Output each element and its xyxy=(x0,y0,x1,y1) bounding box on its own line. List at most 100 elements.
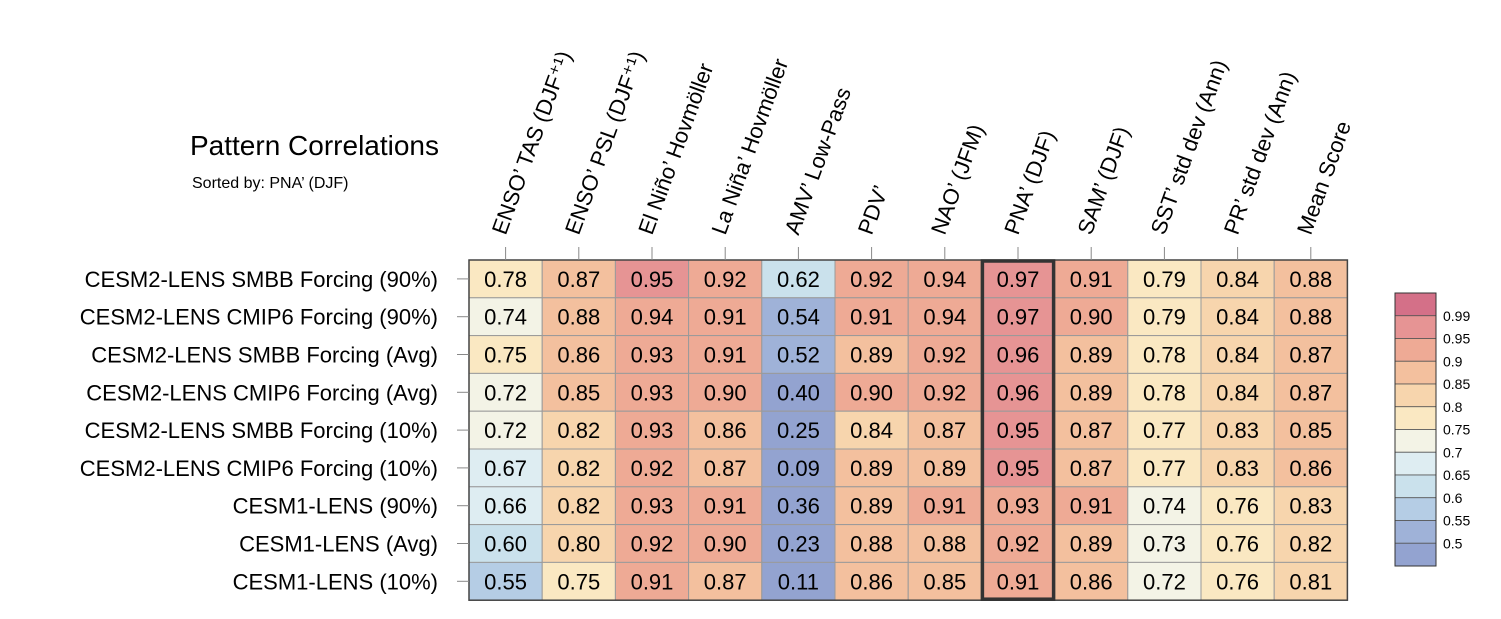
column-label: SAM’ (DJF) xyxy=(1072,123,1134,238)
cell-value-label: 0.83 xyxy=(1216,418,1259,443)
cell-value-label: 0.40 xyxy=(777,380,820,405)
cell-value-label: 0.92 xyxy=(850,267,893,292)
cell-value-label: 0.91 xyxy=(1070,267,1113,292)
cell-value-label: 0.96 xyxy=(997,343,1040,368)
heatmap-cell xyxy=(614,410,690,450)
cell-value-label: 0.79 xyxy=(1143,267,1186,292)
row-label: CESM2-LENS CMIP6 Forcing (10%) xyxy=(80,456,438,481)
cell-value-label: 0.76 xyxy=(1216,569,1259,594)
cell-value-label: 0.78 xyxy=(1143,380,1186,405)
heatmap-cell xyxy=(980,561,1056,601)
cell-value-label: 0.87 xyxy=(704,456,747,481)
cell-value-label: 0.87 xyxy=(704,569,747,594)
cell-value-label: 0.86 xyxy=(704,418,747,443)
highlight-column-box xyxy=(980,259,1056,601)
heatmap-cell xyxy=(541,335,616,374)
cell-value-label: 0.86 xyxy=(850,569,893,594)
cell-value-label: 0.92 xyxy=(704,267,747,292)
cell-value-label: 0.87 xyxy=(557,267,600,292)
cell-value-label: 0.25 xyxy=(777,418,820,443)
cell-value-label: 0.67 xyxy=(484,456,527,481)
colorbar-tick-label: 0.8 xyxy=(1443,399,1463,415)
cell-value-label: 0.89 xyxy=(850,456,893,481)
colorbar-tick-label: 0.7 xyxy=(1443,444,1463,460)
heatmap-cell xyxy=(1273,524,1348,563)
cell-value-label: 0.66 xyxy=(484,494,527,519)
cell-value-label: 0.72 xyxy=(1143,569,1186,594)
cell-value-label: 0.75 xyxy=(484,343,527,368)
cell-value-label: 0.93 xyxy=(631,418,674,443)
heatmap-cell xyxy=(688,524,763,563)
colorbar-swatch xyxy=(1394,406,1437,430)
colorbar-tick-label: 0.95 xyxy=(1443,331,1470,347)
heatmap-cell xyxy=(541,486,616,526)
heatmap-cell xyxy=(1127,259,1202,299)
heatmap-cell xyxy=(1127,448,1202,488)
cell-value-label: 0.87 xyxy=(1289,343,1332,368)
heatmap-cell xyxy=(1200,335,1275,374)
heatmap-cell xyxy=(541,524,616,563)
cell-value-label: 0.78 xyxy=(484,267,527,292)
row-label: CESM2-LENS CMIP6 Forcing (Avg) xyxy=(86,380,438,405)
row-label: CESM2-LENS CMIP6 Forcing (90%) xyxy=(80,305,438,330)
cell-value-label: 0.89 xyxy=(850,494,893,519)
colorbar-swatch xyxy=(1394,292,1437,317)
heatmap-cell xyxy=(1127,297,1202,337)
cell-value-label: 0.87 xyxy=(1289,380,1332,405)
cell-value-label: 0.76 xyxy=(1216,532,1259,557)
column-label: El Niño’ Hovmöller xyxy=(633,60,718,238)
heatmap-cell xyxy=(907,486,982,526)
colorbar-swatch xyxy=(1394,383,1437,408)
cell-value-label: 0.91 xyxy=(704,343,747,368)
cell-value-label: 0.93 xyxy=(631,380,674,405)
heatmap-cell xyxy=(541,297,616,337)
row-label: CESM2-LENS SMBB Forcing (Avg) xyxy=(91,343,438,368)
cell-value-label: 0.88 xyxy=(923,532,966,557)
heatmap-cell xyxy=(1127,486,1202,526)
cell-value-label: 0.89 xyxy=(1070,343,1113,368)
colorbar-swatch xyxy=(1394,520,1437,544)
cell-value-label: 0.62 xyxy=(777,267,820,292)
cell-value-label: 0.86 xyxy=(1070,569,1113,594)
heatmap-cell xyxy=(468,524,543,563)
cell-value-label: 0.55 xyxy=(484,569,527,594)
column-label: AMV’ Low-Pass xyxy=(780,84,856,238)
cell-value-label: 0.92 xyxy=(923,380,966,405)
colorbar-tick-label: 0.55 xyxy=(1443,513,1470,529)
heatmap-cell xyxy=(761,297,836,337)
colorbar-swatch xyxy=(1394,429,1437,453)
heatmap-cell xyxy=(1273,372,1348,412)
column-label: La Niña’ Hovmöller xyxy=(706,55,793,237)
cell-value-label: 0.09 xyxy=(777,456,820,481)
cell-value-label: 0.52 xyxy=(777,343,820,368)
heatmap-cell xyxy=(907,297,982,337)
cell-value-label: 0.82 xyxy=(557,456,600,481)
heatmap-cell xyxy=(688,486,763,526)
cell-value-label: 0.54 xyxy=(777,305,820,330)
colorbar-tick-label: 0.9 xyxy=(1443,353,1463,369)
colorbar-swatch xyxy=(1394,360,1437,385)
cell-value-label: 0.90 xyxy=(1070,305,1113,330)
cell-value-label: 0.94 xyxy=(631,305,674,330)
heatmap-cell xyxy=(761,448,836,488)
heatmap-cell xyxy=(1054,335,1129,374)
cell-value-label: 0.91 xyxy=(704,494,747,519)
heatmap-cell xyxy=(614,335,690,374)
cell-value-label: 0.96 xyxy=(997,380,1040,405)
cell-value-label: 0.74 xyxy=(1143,494,1186,519)
cell-value-label: 0.93 xyxy=(631,494,674,519)
heatmap-cell xyxy=(980,410,1056,450)
heatmap-cell xyxy=(1200,372,1275,412)
heatmap-cell xyxy=(980,448,1056,488)
cell-value-label: 0.89 xyxy=(923,456,966,481)
colorbar-tick-label: 0.85 xyxy=(1443,376,1470,392)
cell-value-label: 0.87 xyxy=(1070,456,1113,481)
colorbar-tick-label: 0.5 xyxy=(1443,535,1463,551)
column-label: ENSO’ TAS (DJF⁺¹) xyxy=(487,47,577,237)
heatmap-cell xyxy=(980,297,1056,337)
heatmap-cell xyxy=(907,259,982,299)
cell-value-label: 0.88 xyxy=(1289,305,1332,330)
heatmap-cell xyxy=(834,410,909,450)
colorbar-tick-label: 0.6 xyxy=(1443,490,1463,506)
cell-value-label: 0.82 xyxy=(1289,532,1332,557)
